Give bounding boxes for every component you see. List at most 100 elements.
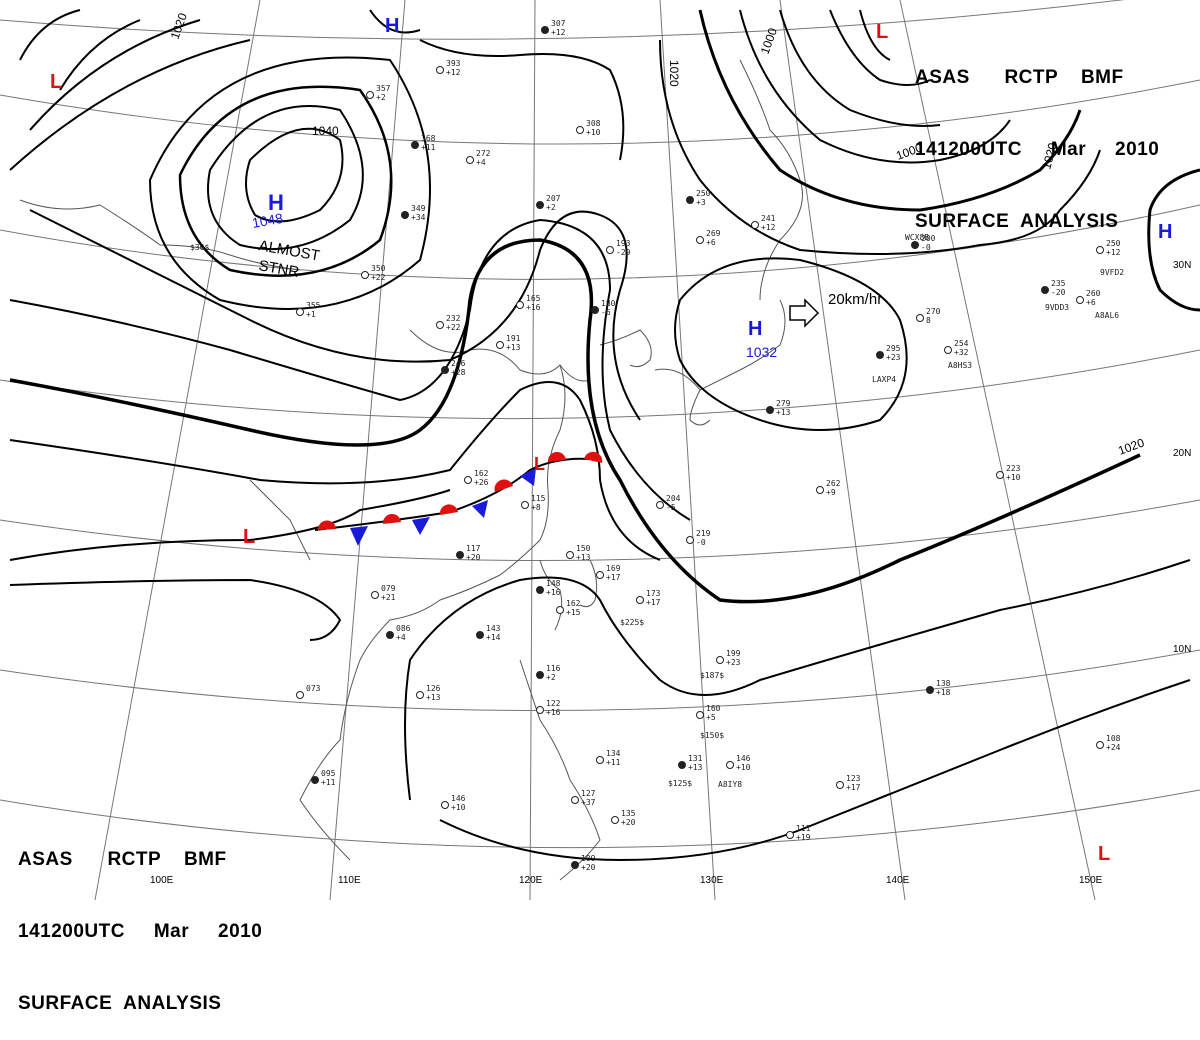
station-pressure: 135 bbox=[621, 809, 636, 818]
station-pressure: 200 bbox=[921, 234, 936, 243]
station-circle bbox=[541, 26, 549, 34]
station-plot: 307+12 bbox=[541, 19, 566, 37]
station-pressure: 115 bbox=[531, 494, 546, 503]
station-pressure: 122 bbox=[546, 699, 561, 708]
header-top: ASAS RCTP BMF 141200UTC Mar 2010 SURFACE… bbox=[915, 18, 1159, 258]
latitude-label: 20N bbox=[1173, 448, 1191, 459]
station-plot: 143+14 bbox=[476, 624, 501, 642]
ship-id: 9VDD3 bbox=[1045, 303, 1069, 312]
ship-id: LAXP4 bbox=[872, 375, 896, 384]
station-pressure: 173 bbox=[646, 589, 661, 598]
station-plot: 115+8 bbox=[521, 494, 546, 512]
station-tendency: +16 bbox=[526, 303, 541, 312]
station-circle bbox=[441, 801, 449, 809]
station-circle bbox=[606, 246, 614, 254]
station-circle bbox=[441, 366, 449, 374]
station-circle bbox=[944, 346, 952, 354]
station-plot: 357+2 bbox=[366, 84, 391, 102]
station-tendency: +4 bbox=[476, 158, 486, 167]
station-plot: 162+26 bbox=[464, 469, 489, 487]
station-tendency: +23 bbox=[886, 353, 901, 362]
station-plot: 393+12 bbox=[436, 59, 461, 77]
station-pressure: 079 bbox=[381, 584, 396, 593]
station-plot: 223+10 bbox=[996, 464, 1021, 482]
station-plot: 180-6 bbox=[591, 299, 616, 317]
station-plot: 368+11 bbox=[411, 134, 436, 152]
station-circle bbox=[516, 301, 524, 309]
station-tendency: +13 bbox=[776, 408, 791, 417]
station-tendency: +28 bbox=[451, 368, 466, 377]
station-plot: 123+17 bbox=[836, 774, 861, 792]
station-plot: 135+20 bbox=[611, 809, 636, 827]
station-tendency: +26 bbox=[474, 478, 489, 487]
station-circle bbox=[751, 221, 759, 229]
station-plot: 272+4 bbox=[466, 149, 491, 167]
station-circle bbox=[436, 321, 444, 329]
station-pressure: 116 bbox=[546, 664, 561, 673]
station-tendency: +21 bbox=[381, 593, 396, 602]
station-tendency: +32 bbox=[954, 348, 969, 357]
station-tendency: 8 bbox=[926, 316, 931, 325]
station-plot: 073 bbox=[296, 684, 321, 699]
header-title: ASAS RCTP BMF bbox=[18, 849, 227, 870]
station-circle bbox=[536, 671, 544, 679]
station-tendency: +9 bbox=[826, 488, 836, 497]
station-pressure: 169 bbox=[606, 564, 621, 573]
motion-speed-label: 20km/hr bbox=[828, 291, 882, 308]
station-pressure: 260 bbox=[1086, 289, 1101, 298]
pressure-value: 1032 bbox=[746, 344, 777, 360]
station-circle bbox=[296, 308, 304, 316]
station-tendency: +20 bbox=[466, 553, 481, 562]
station-pressure: 108 bbox=[1106, 734, 1121, 743]
station-tendency: +13 bbox=[506, 343, 521, 352]
station-tendency: +12 bbox=[551, 28, 566, 37]
station-plot: 131+13 bbox=[678, 754, 703, 772]
station-tendency: +14 bbox=[486, 633, 501, 642]
station-circle bbox=[716, 656, 724, 664]
frontal-boundary bbox=[314, 451, 603, 546]
station-circle bbox=[636, 596, 644, 604]
station-plot: 134+11 bbox=[596, 749, 621, 767]
station-circle bbox=[536, 706, 544, 714]
isobar-label: 1020 bbox=[667, 60, 681, 87]
station-pressure: 134 bbox=[606, 749, 621, 758]
station-plot: 260+6 bbox=[1076, 289, 1101, 307]
station-plot: 207+2 bbox=[536, 194, 561, 212]
station-tendency: +16 bbox=[546, 588, 561, 597]
station-pressure: 246 bbox=[451, 359, 466, 368]
station-circle bbox=[536, 586, 544, 594]
station-pressure: 308 bbox=[586, 119, 601, 128]
station-pressure: 146 bbox=[736, 754, 751, 763]
station-plot: 111+19 bbox=[786, 824, 811, 842]
station-tendency: +3 bbox=[696, 198, 706, 207]
station-circle bbox=[1041, 286, 1049, 294]
station-plot: 355+1 bbox=[296, 301, 321, 319]
station-plot: 108+24 bbox=[1096, 734, 1121, 752]
station-plot: 246+28 bbox=[441, 359, 466, 377]
longitude-label: 130E bbox=[700, 875, 724, 886]
station-pressure: 207 bbox=[546, 194, 561, 203]
station-pressure: 262 bbox=[826, 479, 841, 488]
warm-front-bulb bbox=[317, 520, 336, 530]
station-tendency: +13 bbox=[576, 553, 591, 562]
station-circle bbox=[456, 551, 464, 559]
station-plot: 279+13 bbox=[766, 399, 791, 417]
station-tendency: +17 bbox=[606, 573, 621, 582]
station-pressure: 279 bbox=[776, 399, 791, 408]
station-tendency: +8 bbox=[531, 503, 541, 512]
low-pressure-center: L bbox=[243, 526, 255, 548]
station-pressure: 235 bbox=[1051, 279, 1066, 288]
station-circle bbox=[571, 861, 579, 869]
isobar-label: 1020 bbox=[1039, 141, 1060, 171]
warm-front-bulb bbox=[547, 451, 566, 462]
station-circle bbox=[416, 691, 424, 699]
station-plot: 122+16 bbox=[536, 699, 561, 717]
station-pressure: 191 bbox=[506, 334, 521, 343]
warm-front-bulb bbox=[382, 513, 401, 524]
station-plot: 126+13 bbox=[416, 684, 441, 702]
header-datetime: 141200UTC Mar 2010 bbox=[18, 921, 263, 942]
station-plot: 295+23 bbox=[876, 344, 901, 362]
ship-id: $187$ bbox=[700, 671, 724, 680]
station-tendency: -29 bbox=[616, 248, 631, 257]
cold-front-barb bbox=[472, 500, 488, 518]
